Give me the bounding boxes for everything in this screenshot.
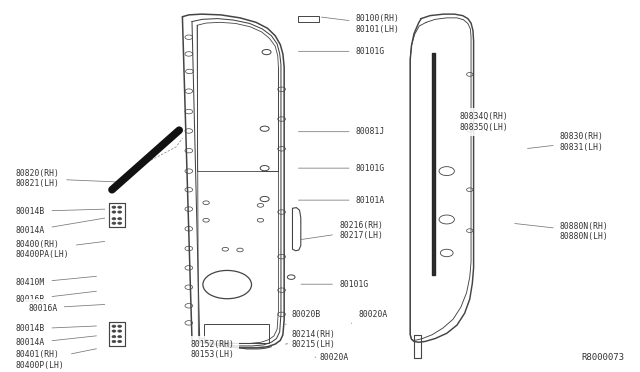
Circle shape [118,336,122,338]
Text: 80216(RH)
80217(LH): 80216(RH) 80217(LH) [301,221,383,240]
Circle shape [112,325,116,327]
Circle shape [118,330,122,332]
Text: 80014A: 80014A [16,336,97,347]
Bar [298,16,319,22]
Text: 80152(RH)
80153(LH): 80152(RH) 80153(LH) [191,340,235,359]
Text: 80016A: 80016A [28,304,105,312]
Circle shape [112,218,116,220]
Circle shape [118,340,122,343]
Circle shape [112,330,116,332]
Text: 80401(RH)
80400P(LH): 80401(RH) 80400P(LH) [16,349,97,370]
Text: R8000073: R8000073 [581,353,624,362]
Text: 80014B: 80014B [16,324,97,333]
Circle shape [118,222,122,224]
Text: 80014A: 80014A [16,218,105,235]
Circle shape [118,218,122,220]
Circle shape [112,206,116,208]
Circle shape [118,206,122,208]
Circle shape [112,211,116,213]
Circle shape [118,211,122,213]
Circle shape [112,336,116,338]
Bar [204,324,269,343]
Text: 80214(RH)
80215(LH): 80214(RH) 80215(LH) [285,330,336,349]
Text: 80834Q(RH)
80835Q(LH): 80834Q(RH) 80835Q(LH) [460,112,508,133]
Text: 80830(RH)
80831(LH): 80830(RH) 80831(LH) [527,132,604,152]
Circle shape [112,222,116,224]
Text: 80016B: 80016B [16,291,97,304]
Text: 80101A: 80101A [298,196,385,205]
Text: 80400(RH)
80400PA(LH): 80400(RH) 80400PA(LH) [16,240,105,259]
Text: 80020B: 80020B [285,310,321,324]
Text: 80014B: 80014B [16,207,105,216]
Text: 80020A: 80020A [351,310,388,323]
Text: 80101G: 80101G [298,164,385,173]
Text: 80820(RH)
80821(LH): 80820(RH) 80821(LH) [16,169,122,188]
Text: 80101G: 80101G [301,280,369,289]
Text: 80020A: 80020A [315,353,349,362]
Circle shape [118,325,122,327]
Text: 80100(RH)
80101(LH): 80100(RH) 80101(LH) [321,15,400,34]
Text: 80101G: 80101G [298,47,385,56]
Circle shape [112,340,116,343]
Text: 80081J: 80081J [298,127,385,136]
Text: 80880N(RH)
80880N(LH): 80880N(RH) 80880N(LH) [515,222,609,241]
Text: 80410M: 80410M [16,276,97,287]
